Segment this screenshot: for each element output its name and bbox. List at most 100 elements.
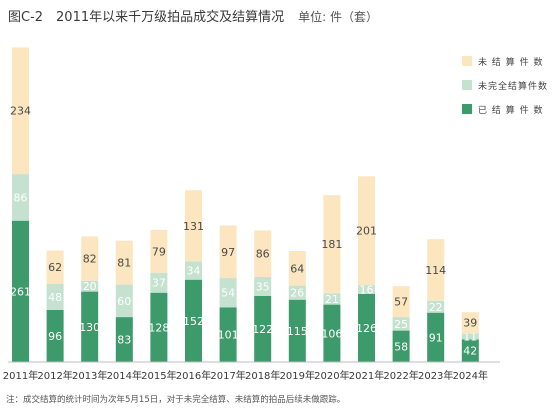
bar-segment-2016年-0	[185, 279, 202, 362]
data-label-2018年-0: 122	[252, 323, 273, 336]
data-label-2022年-1: 25	[394, 318, 408, 331]
bar-segment-2015年-1	[150, 272, 168, 293]
bar-segment-2019年-1	[288, 285, 306, 300]
data-label-2024年-0: 42	[463, 345, 477, 358]
bar-segment-2019年-0	[288, 299, 306, 362]
bar-segment-2020年-0	[323, 304, 341, 362]
bar-segment-2022年-0	[392, 330, 410, 362]
data-label-2011年-0: 261	[10, 285, 31, 298]
bar-segment-2012年-2	[46, 250, 64, 285]
bar-segment-2014年-1	[115, 284, 133, 318]
data-label-2016年-0: 152	[183, 315, 204, 328]
bar-segment-2020年-1	[323, 293, 341, 305]
bar-segment-2021年-1	[358, 285, 375, 294]
bar-segment-2011年-1	[12, 174, 29, 221]
x-tick-label-2022年: 2022年	[383, 369, 418, 382]
data-label-2014年-1: 60	[117, 295, 131, 308]
x-tick-label-2023年: 2023年	[418, 369, 453, 382]
data-label-2011年-1: 86	[14, 191, 28, 204]
data-label-2014年-2: 81	[117, 257, 131, 270]
legend-label-0: 未 结 算 件 数	[478, 56, 543, 68]
x-tick-label-2013年: 2013年	[72, 369, 107, 382]
bar-segment-2018年-1	[254, 277, 272, 296]
x-tick-label-2018年: 2018年	[245, 369, 280, 382]
data-label-2018年-2: 86	[256, 248, 270, 261]
data-label-2012年-0: 96	[48, 330, 62, 343]
x-tick-label-2011年: 2011年	[3, 369, 38, 382]
data-label-2023年-2: 114	[425, 264, 446, 277]
data-label-2019年-0: 115	[287, 325, 308, 338]
bar-segment-2017年-0	[219, 307, 237, 362]
legend-label-2: 已 结 算 件 数	[478, 104, 543, 116]
data-label-2020年-0: 106	[321, 327, 342, 340]
bar-segment-2016年-1	[185, 261, 202, 280]
bar-segment-2020年-2	[323, 195, 341, 294]
legend-label-1: 未完全结算件数	[478, 80, 548, 92]
data-label-2020年-2: 181	[321, 238, 342, 251]
data-label-2019年-1: 26	[290, 287, 304, 300]
x-tick-label-2012年: 2012年	[37, 369, 72, 382]
data-label-2014年-0: 83	[117, 334, 131, 347]
data-label-2012年-1: 48	[48, 291, 62, 304]
x-tick-label-2021年: 2021年	[349, 369, 384, 382]
data-label-2022年-2: 57	[394, 296, 408, 309]
bar-segment-2015年-0	[150, 292, 168, 362]
bar-segment-2021年-2	[358, 176, 375, 286]
data-label-2013年-2: 82	[83, 253, 97, 266]
bar-segment-2013年-1	[81, 280, 99, 292]
chart-note: 注：成交结算的统计时间为次年5月15日，对于未完全结算、未结算的拍品后续未做跟踪…	[6, 395, 346, 405]
data-label-2017年-1: 54	[221, 287, 235, 300]
bar-segment-2012年-1	[46, 284, 64, 310]
bar-segment-2018年-2	[254, 230, 272, 277]
x-tick-label-2024年: 2024年	[453, 369, 488, 382]
data-label-2017年-0: 101	[218, 329, 239, 342]
data-label-2015年-2: 79	[152, 245, 166, 258]
data-label-2024年-2: 39	[463, 317, 477, 330]
legend-swatch-2	[462, 104, 472, 114]
bar-segment-2018年-0	[254, 295, 272, 362]
data-label-2018年-1: 35	[256, 281, 270, 294]
data-label-2013年-1: 20	[83, 280, 97, 293]
bar-segment-2024年-0	[461, 339, 479, 362]
data-label-2016年-1: 34	[187, 265, 201, 278]
bar-segment-2012年-0	[46, 310, 64, 362]
bar-segment-2017年-2	[219, 225, 237, 278]
data-label-2021年-2: 201	[356, 225, 377, 238]
bar-segment-2013年-0	[81, 291, 99, 362]
data-label-2021年-1: 16	[360, 283, 374, 296]
data-label-2019年-2: 64	[290, 262, 304, 275]
bar-segment-2014年-2	[115, 240, 133, 285]
bar-segment-2022年-1	[392, 317, 410, 331]
legend-swatch-0	[462, 56, 472, 66]
data-label-2017年-2: 97	[221, 246, 235, 259]
bar-segment-2022年-2	[392, 286, 410, 318]
bar-segment-2024年-1	[461, 333, 479, 340]
bar-segment-2023年-2	[427, 239, 445, 301]
data-label-2012年-2: 62	[48, 261, 62, 274]
bar-segment-2023年-0	[427, 312, 445, 362]
chart-title: 图C-2 2011年以来千万级拍品成交及结算情况 单位: 件（套）	[8, 6, 378, 25]
x-tick-label-2014年: 2014年	[107, 369, 142, 382]
x-tick-label-2017年: 2017年	[210, 369, 245, 382]
x-tick-label-2020年: 2020年	[314, 369, 349, 382]
bar-segment-2011年-0	[12, 220, 29, 362]
data-label-2015年-1: 37	[152, 277, 166, 290]
bar-segment-2023年-1	[427, 300, 445, 313]
x-tick-label-2016年: 2016年	[176, 369, 211, 382]
bars-group: 261 86 234 96 48 62 130 20 82 83 60 81 128 37 79 152 34 1…	[10, 47, 479, 362]
data-label-2016年-2: 131	[183, 220, 204, 233]
bar-segment-2014年-0	[115, 317, 133, 362]
x-axis-labels: 2011年 2012年 2013年 2014年 2015年 2016年 2017年 2018年…	[3, 369, 488, 382]
x-tick-label-2015年: 2015年	[141, 369, 176, 382]
data-label-2024年-1: 11	[463, 330, 477, 343]
bar-segment-2013年-2	[81, 236, 99, 281]
chart-unit: 单位: 件（套）	[298, 10, 378, 24]
bar-segment-2015年-2	[150, 229, 168, 273]
bar-segment-2021年-0	[358, 293, 375, 362]
data-label-2013年-0: 130	[79, 321, 100, 334]
data-label-2023年-1: 22	[429, 301, 443, 314]
chart-title-text: 图C-2 2011年以来千万级拍品成交及结算情况	[8, 10, 285, 25]
bar-segment-2017年-1	[219, 278, 237, 308]
bar-segment-2024年-2	[461, 312, 479, 334]
